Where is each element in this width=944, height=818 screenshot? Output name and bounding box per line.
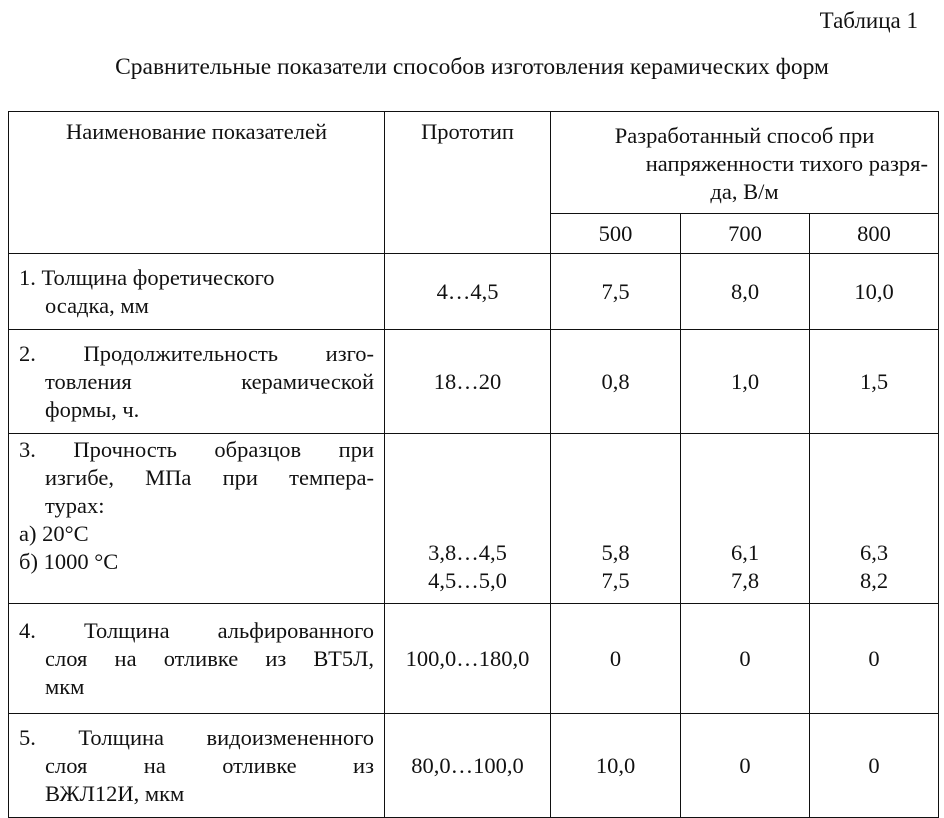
row-2-name-line2: товления керамической [19,368,374,396]
row-5-500: 10,0 [551,714,681,818]
row-2-prototype: 18…20 [385,330,551,434]
row-1-500: 7,5 [551,254,681,330]
row-5-name-line1: 5. Толщина видоизмененного [19,724,374,752]
row-1-800: 10,0 [810,254,939,330]
header-name: Наименование показателей [9,112,385,254]
row-4-prototype: 100,0…180,0 [385,604,551,714]
row-4-name-line2: слоя на отливке из ВТ5Л, [19,645,374,673]
row-2-700: 1,0 [681,330,810,434]
row-3-700: 6,1 7,8 [681,434,810,604]
row-3-prototype: 3,8…4,5 4,5…5,0 [385,434,551,604]
row-4-name-line1: 4. Толщина альфированного [19,617,374,645]
row-3-name-line3: турах: [19,492,374,520]
row-3-name-line1: 3. Прочность образцов при [19,436,374,464]
row-3-sub-b: б) 1000 °С [19,548,374,576]
row-4-800: 0 [810,604,939,714]
row-3-500-a: 5,8 [551,539,680,567]
row-3-sub-a: а) 20°С [19,520,374,548]
row-5-700: 0 [681,714,810,818]
row-3-500: 5,8 7,5 [551,434,681,604]
row-2-name-line1: 2. Продолжительность изго- [19,340,374,368]
row-3-800-b: 8,2 [810,567,938,595]
row-5-800: 0 [810,714,939,818]
row-3-500-b: 7,5 [551,567,680,595]
table-row: 2. Продолжительность изго- товления кера… [9,330,939,434]
header-prototype: Прототип [385,112,551,254]
row-4-500: 0 [551,604,681,714]
row-2-name: 2. Продолжительность изго- товления кера… [9,330,385,434]
row-5-name: 5. Толщина видоизмененного слоя на отлив… [9,714,385,818]
row-5-name-line3: ВЖЛ12И, мкм [19,780,374,808]
row-1-name-line1: 1. Толщина форетического [19,264,374,292]
row-1-name: 1. Толщина форетического осадка, мм [9,254,385,330]
table-caption: Сравнительные показатели способов изгото… [0,54,944,81]
header-row: Наименование показателей Прототип Разраб… [9,112,939,214]
row-4-name-line3: мкм [19,673,374,701]
row-1-700: 8,0 [681,254,810,330]
header-800: 800 [810,214,939,254]
comparison-table: Наименование показателей Прототип Разраб… [8,111,939,818]
table-row: 1. Толщина форетического осадка, мм 4…4,… [9,254,939,330]
header-method-line3: да, В/м [561,178,928,206]
row-2-800: 1,5 [810,330,939,434]
row-3-prototype-a: 3,8…4,5 [385,539,550,567]
row-3-800: 6,3 8,2 [810,434,939,604]
table-row: 4. Толщина альфированного слоя на отливк… [9,604,939,714]
row-4-name: 4. Толщина альфированного слоя на отливк… [9,604,385,714]
row-3-800-a: 6,3 [810,539,938,567]
row-1-name-line2: осадка, мм [19,292,374,320]
row-3-700-b: 7,8 [681,567,809,595]
row-1-prototype: 4…4,5 [385,254,551,330]
row-3-name-line2: изгибе, МПа при темпера- [19,464,374,492]
table-number: Таблица 1 [820,8,918,34]
row-3-name: 3. Прочность образцов при изгибе, МПа пр… [9,434,385,604]
row-3-700-a: 6,1 [681,539,809,567]
table-row: 3. Прочность образцов при изгибе, МПа пр… [9,434,939,604]
row-5-prototype: 80,0…100,0 [385,714,551,818]
header-500: 500 [551,214,681,254]
row-4-700: 0 [681,604,810,714]
row-2-500: 0,8 [551,330,681,434]
row-5-name-line2: слоя на отливке из [19,752,374,780]
header-method-line1: Разработанный способ при [561,122,928,150]
header-700: 700 [681,214,810,254]
row-2-name-line3: формы, ч. [19,396,374,424]
header-method-line2: напряженности тихого разря- [561,150,928,178]
row-3-prototype-b: 4,5…5,0 [385,567,550,595]
table-row: 5. Толщина видоизмененного слоя на отлив… [9,714,939,818]
header-method: Разработанный способ при напряженности т… [551,112,939,214]
